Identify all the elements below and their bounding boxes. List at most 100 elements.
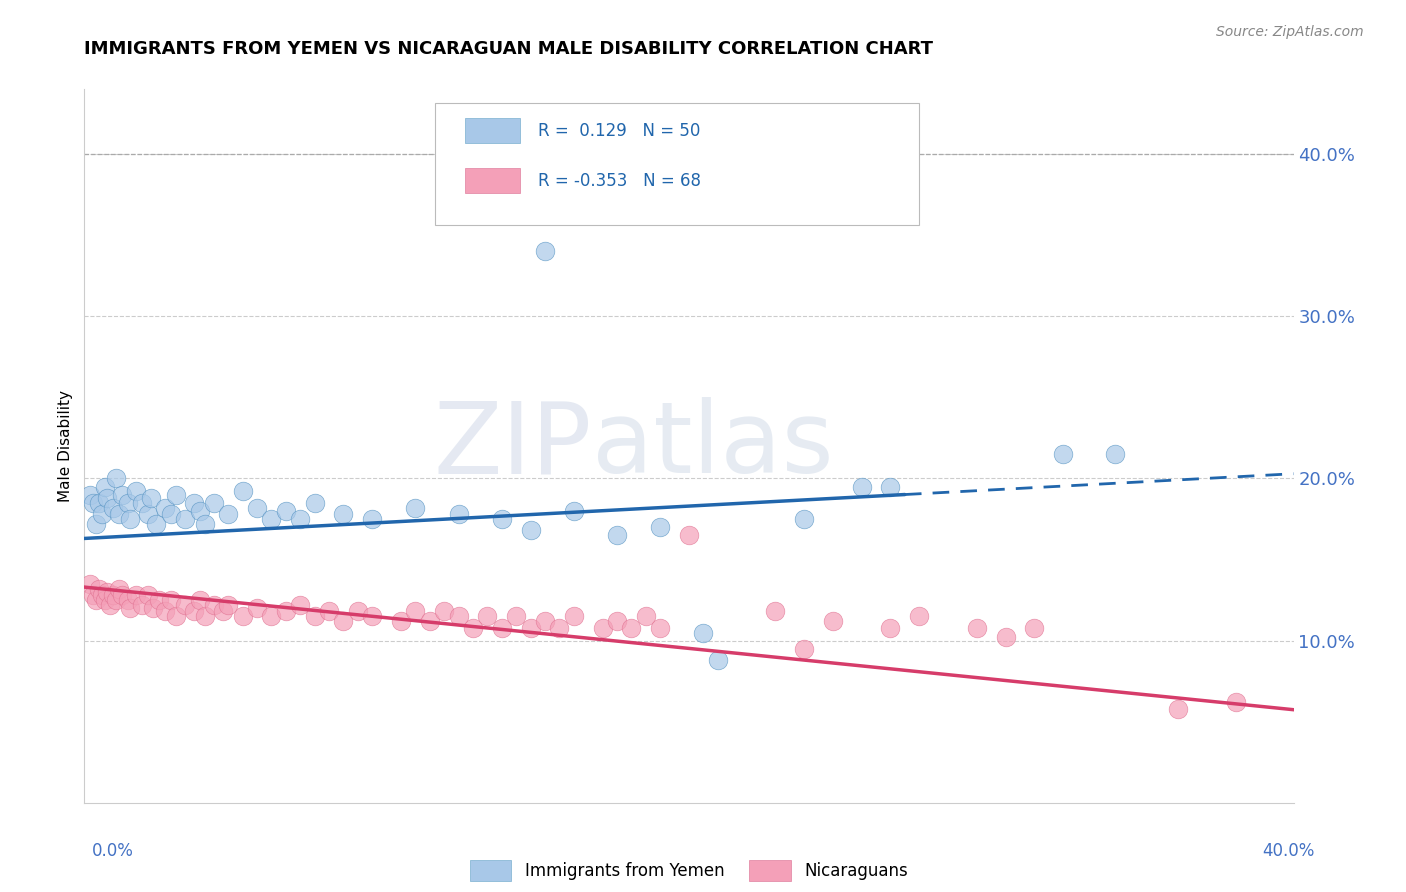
Point <box>274 504 297 518</box>
Point <box>90 507 112 521</box>
Point <box>879 621 901 635</box>
Point <box>101 500 124 515</box>
Point <box>1167 702 1189 716</box>
Point <box>93 593 115 607</box>
Point <box>166 488 188 502</box>
Legend: Immigrants from Yemen, Nicaraguans: Immigrants from Yemen, Nicaraguans <box>463 854 915 888</box>
Point <box>194 516 217 531</box>
Point <box>461 621 484 635</box>
Point <box>82 496 104 510</box>
Point <box>1052 447 1074 461</box>
Point <box>148 593 170 607</box>
Point <box>650 520 672 534</box>
Point <box>404 500 426 515</box>
Point <box>202 496 225 510</box>
Point <box>108 507 131 521</box>
Point <box>136 507 159 521</box>
Point <box>174 598 197 612</box>
Point <box>620 621 643 635</box>
Point <box>1024 621 1046 635</box>
Point <box>153 500 176 515</box>
Point <box>419 614 441 628</box>
Point <box>404 604 426 618</box>
Point <box>211 604 233 618</box>
Point <box>98 598 121 612</box>
Point <box>260 609 283 624</box>
Point <box>183 496 205 510</box>
Point <box>117 593 139 607</box>
Point <box>105 593 128 607</box>
Point <box>90 588 112 602</box>
Point <box>332 507 354 521</box>
Point <box>966 621 988 635</box>
Point <box>1225 695 1247 709</box>
Point <box>120 601 142 615</box>
Text: R = -0.353   N = 68: R = -0.353 N = 68 <box>538 171 700 189</box>
Point <box>87 496 110 510</box>
Point <box>389 614 412 628</box>
Point <box>994 631 1017 645</box>
Text: 0.0%: 0.0% <box>91 842 134 860</box>
Text: Source: ZipAtlas.com: Source: ZipAtlas.com <box>1216 25 1364 38</box>
Point <box>217 507 239 521</box>
Point <box>519 621 541 635</box>
Point <box>142 601 165 615</box>
Point <box>304 609 326 624</box>
Point <box>274 604 297 618</box>
Point <box>491 512 513 526</box>
Point <box>202 598 225 612</box>
Point <box>491 621 513 635</box>
Point <box>194 609 217 624</box>
Point <box>145 516 167 531</box>
Point <box>159 507 181 521</box>
Point <box>793 512 815 526</box>
Point <box>96 585 118 599</box>
Point <box>93 479 115 493</box>
Point <box>166 609 188 624</box>
Point <box>433 604 456 618</box>
Point <box>87 582 110 596</box>
Point <box>96 491 118 505</box>
Point <box>793 641 815 656</box>
Point <box>763 604 786 618</box>
Point <box>84 593 107 607</box>
Point <box>447 507 470 521</box>
Point <box>592 621 614 635</box>
Point <box>447 609 470 624</box>
Point <box>534 614 557 628</box>
Point <box>139 491 162 505</box>
Point <box>111 588 134 602</box>
Point <box>290 598 312 612</box>
Point <box>304 496 326 510</box>
Point <box>851 479 873 493</box>
Point <box>548 621 571 635</box>
Point <box>318 604 340 618</box>
Point <box>562 609 585 624</box>
Point <box>174 512 197 526</box>
Point <box>361 609 384 624</box>
Point <box>111 488 134 502</box>
Point <box>908 609 931 624</box>
Point <box>534 244 557 259</box>
Point <box>879 479 901 493</box>
Text: atlas: atlas <box>592 398 834 494</box>
Point <box>821 614 844 628</box>
Point <box>232 484 254 499</box>
Text: 40.0%: 40.0% <box>1263 842 1315 860</box>
Point <box>606 614 628 628</box>
Point <box>108 582 131 596</box>
Point <box>361 512 384 526</box>
Point <box>84 516 107 531</box>
FancyBboxPatch shape <box>434 103 918 225</box>
Point <box>117 496 139 510</box>
Point <box>159 593 181 607</box>
Point <box>79 577 101 591</box>
Point <box>79 488 101 502</box>
Point <box>82 588 104 602</box>
Point <box>1104 447 1126 461</box>
Point <box>246 601 269 615</box>
Text: IMMIGRANTS FROM YEMEN VS NICARAGUAN MALE DISABILITY CORRELATION CHART: IMMIGRANTS FROM YEMEN VS NICARAGUAN MALE… <box>84 39 934 57</box>
Point <box>153 604 176 618</box>
Point <box>519 524 541 538</box>
Point <box>260 512 283 526</box>
